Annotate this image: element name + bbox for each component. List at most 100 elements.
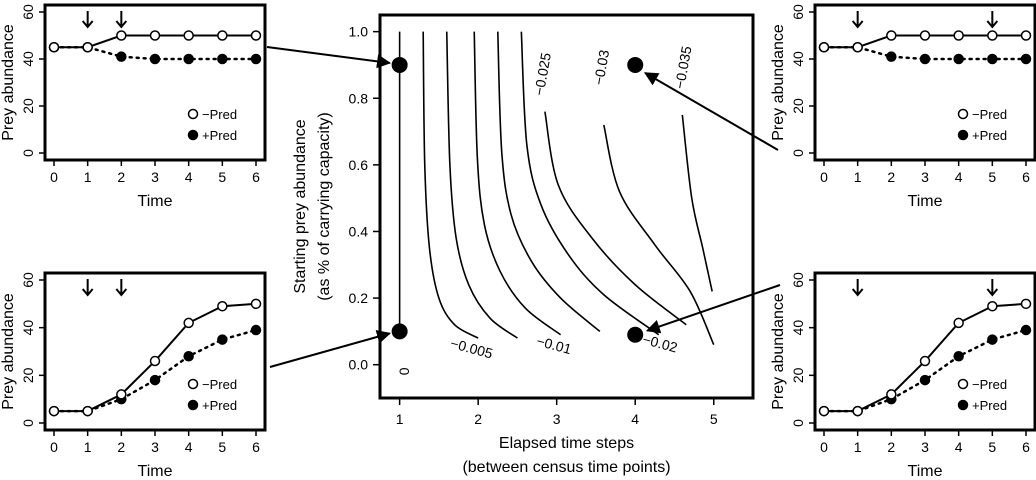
y-tick-label: 0.2 <box>349 290 369 306</box>
legend-marker <box>957 399 969 411</box>
legend-label: +Pred <box>972 128 1007 143</box>
contour-line <box>445 31 518 339</box>
x-tick-label: 6 <box>1022 169 1030 185</box>
treatment-arrow-icon <box>115 279 128 297</box>
x-tick-label: 3 <box>921 169 929 185</box>
highlight-point <box>627 56 644 73</box>
point-open <box>82 405 93 417</box>
x-tick-label: 0 <box>50 169 58 185</box>
contour-line <box>520 31 660 336</box>
legend-marker <box>187 378 199 390</box>
contour-label: −0.025 <box>531 51 554 97</box>
legend-marker <box>957 378 969 390</box>
point-filled <box>183 351 194 362</box>
x-tick-label: 3 <box>151 169 159 185</box>
x-tick-label: 2 <box>887 169 895 185</box>
y-tick-label: 0.8 <box>349 90 369 106</box>
point-filled <box>886 51 897 62</box>
connector-arrows <box>266 46 781 368</box>
point-open <box>149 355 161 367</box>
treatment-arrow-icon <box>115 11 128 29</box>
y-tick-label: 40 <box>20 320 36 336</box>
point-filled <box>116 51 127 62</box>
contour-label: −0.01 <box>535 333 574 358</box>
x-tick-label: 3 <box>553 411 561 427</box>
x-tick-label: 6 <box>1022 439 1030 455</box>
y-tick-label: 40 <box>20 51 36 67</box>
x-tick-label: 0 <box>50 439 58 455</box>
y-tick-label: 40 <box>790 320 806 336</box>
x-axis-label: Time <box>908 193 943 210</box>
point-open <box>116 30 127 41</box>
point-open <box>987 30 998 41</box>
contour-label: 0 <box>397 367 413 375</box>
y-axis-label-2: (as % of carrying capacity) <box>316 112 333 301</box>
point-open <box>953 30 964 41</box>
x-tick-label: 5 <box>218 439 226 455</box>
plot-frame <box>378 13 755 400</box>
point-open <box>48 405 60 417</box>
point-filled <box>1020 53 1032 65</box>
y-tick-label: 0 <box>20 419 36 427</box>
legend-label: −Pred <box>972 107 1007 122</box>
y-tick-label: 0.4 <box>349 223 369 239</box>
point-open <box>852 405 863 417</box>
y-tick-label: 20 <box>20 367 36 383</box>
y-axis-label: Starting prey abundance <box>292 119 309 293</box>
connector-arrow <box>645 284 781 334</box>
y-tick-label: 40 <box>790 51 806 67</box>
x-tick-label: 2 <box>887 439 895 455</box>
x-axis-label-2: (between census time points) <box>462 459 670 476</box>
y-tick-label: 1.0 <box>349 24 369 40</box>
point-open <box>1020 30 1032 41</box>
point-open <box>852 42 863 53</box>
point-open <box>919 30 931 41</box>
point-open <box>953 317 964 329</box>
contour-line <box>473 31 562 336</box>
contour-line <box>422 31 479 339</box>
point-filled <box>250 53 262 65</box>
treatment-arrow-icon <box>851 279 864 297</box>
contour-line <box>681 114 713 292</box>
x-tick-label: 4 <box>185 439 193 455</box>
x-tick-label: 5 <box>218 169 226 185</box>
y-tick-label: 60 <box>790 4 806 20</box>
x-tick-label: 6 <box>252 439 260 455</box>
x-axis-label: Time <box>138 463 173 480</box>
connector-arrow <box>266 46 392 69</box>
point-filled <box>953 351 964 362</box>
y-axis-label: Prey abundance <box>0 24 17 141</box>
x-tick-label: 2 <box>117 439 125 455</box>
x-axis-label: Time <box>138 193 173 210</box>
x-tick-label: 3 <box>151 439 159 455</box>
treatment-arrow-icon <box>81 11 94 29</box>
x-tick-label: 4 <box>955 169 963 185</box>
y-tick-label: 0 <box>20 149 36 157</box>
point-open <box>886 30 897 41</box>
y-tick-label: 0 <box>790 419 806 427</box>
point-open <box>1020 298 1032 310</box>
x-tick-label: 1 <box>854 169 862 185</box>
y-tick-label: 0.0 <box>349 357 369 373</box>
point-open <box>82 42 93 53</box>
point-filled <box>919 374 931 386</box>
x-tick-label: 6 <box>252 169 260 185</box>
legend-label: −Pred <box>972 377 1007 392</box>
point-filled <box>217 53 228 65</box>
legend-marker <box>187 129 199 141</box>
connector-arrow <box>269 330 391 368</box>
point-filled <box>149 53 161 65</box>
point-open <box>217 30 228 41</box>
point-open <box>116 389 127 400</box>
contour-label: −0.035 <box>671 45 694 91</box>
x-tick-label: 5 <box>710 411 718 427</box>
point-open <box>183 317 194 329</box>
x-axis-label: Elapsed time steps <box>499 435 634 452</box>
point-open <box>250 30 262 41</box>
x-tick-label: 4 <box>631 411 639 427</box>
point-filled <box>953 53 964 65</box>
treatment-arrow-icon <box>986 11 999 29</box>
point-open <box>886 389 897 400</box>
